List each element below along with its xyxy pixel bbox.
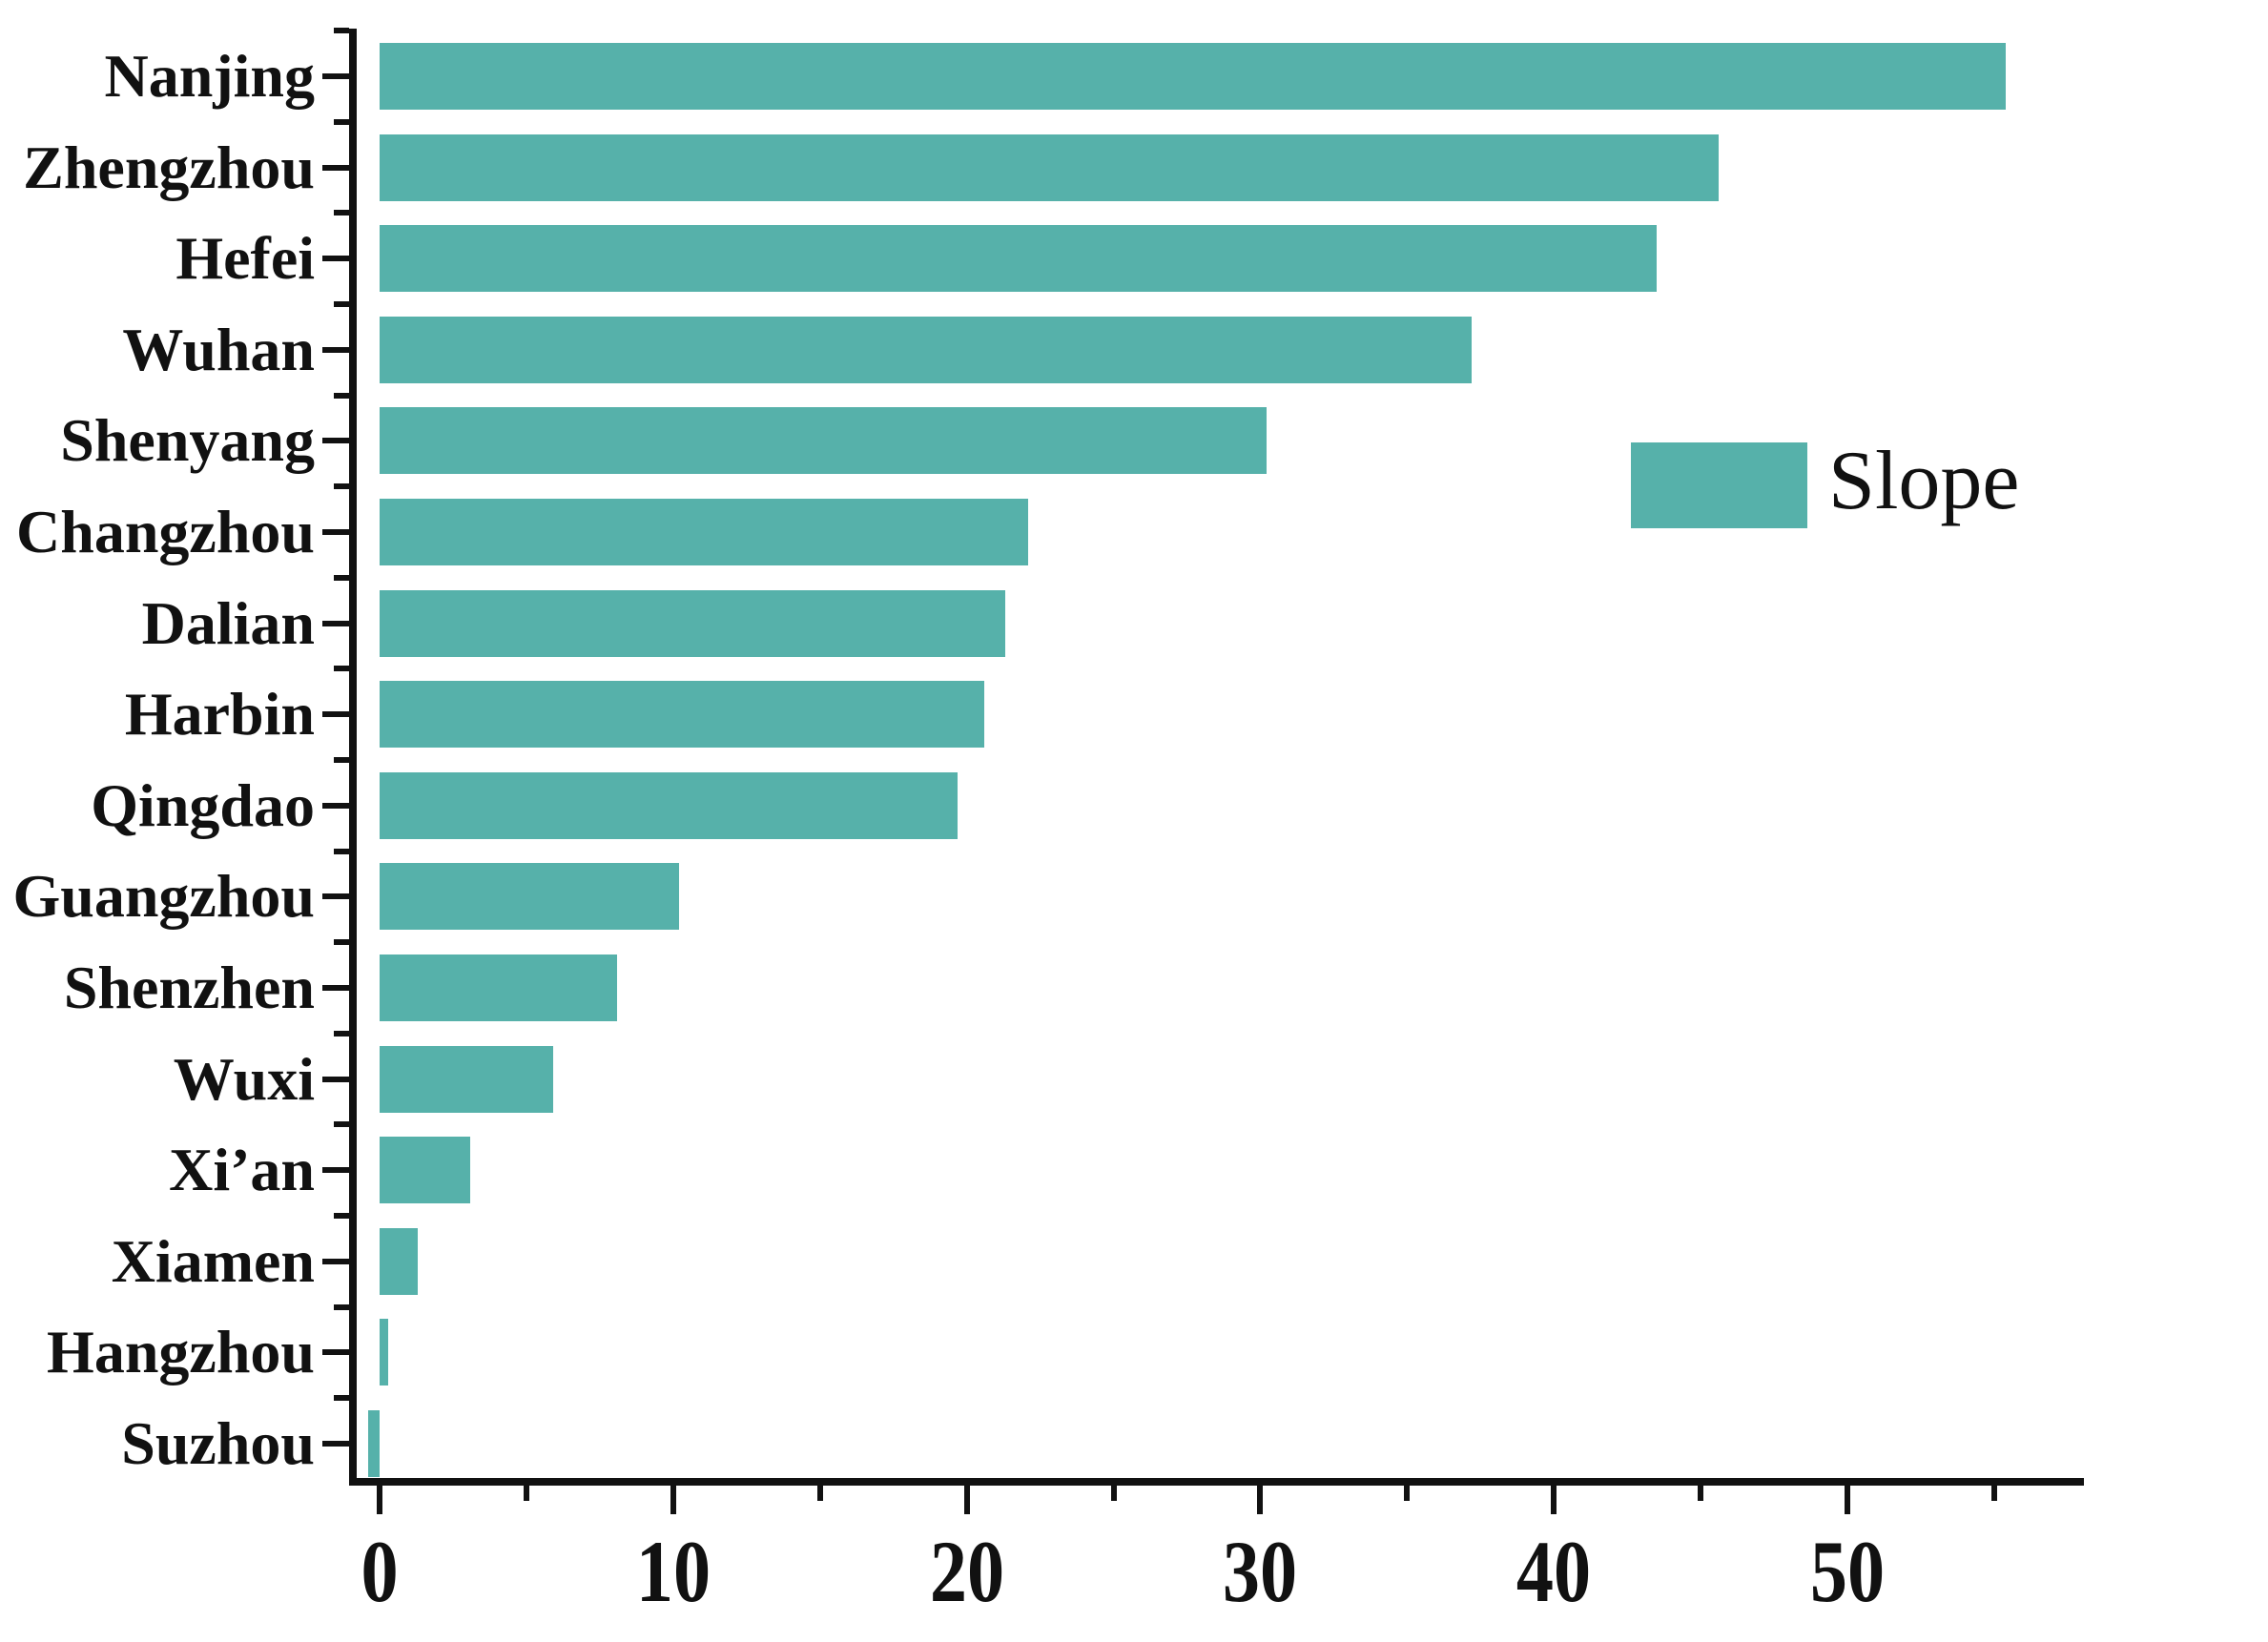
y-major-tick — [322, 1076, 349, 1082]
y-minor-tick — [334, 301, 349, 307]
x-minor-tick — [1990, 1486, 1997, 1501]
x-major-tick — [963, 1486, 970, 1514]
x-axis-tick-label: 40 — [1516, 1523, 1592, 1620]
bar-hefei — [380, 225, 1657, 293]
x-axis-tick-label: 10 — [635, 1523, 711, 1620]
y-major-tick — [322, 1167, 349, 1174]
y-axis-label-shenyang: Shenyang — [60, 406, 315, 475]
y-major-tick — [322, 620, 349, 626]
y-minor-tick — [334, 118, 349, 125]
bar-changzhou — [380, 499, 1029, 565]
x-minor-tick — [1404, 1486, 1411, 1501]
x-major-tick — [1257, 1486, 1264, 1514]
legend-swatch — [1631, 442, 1807, 528]
y-minor-tick — [334, 483, 349, 490]
y-minor-tick — [334, 666, 349, 672]
y-axis-label-zhengzhou: Zhengzhou — [23, 133, 315, 201]
bar-shenzhen — [380, 954, 618, 1021]
y-major-tick — [322, 346, 349, 353]
y-axis-label-qingdao: Qingdao — [91, 770, 315, 839]
y-minor-tick — [334, 392, 349, 399]
y-minor-tick — [334, 1303, 349, 1310]
y-axis-label-changzhou: Changzhou — [16, 498, 315, 565]
y-axis-label-hefei: Hefei — [175, 224, 315, 293]
y-axis-label-guangzhou: Guangzhou — [12, 862, 315, 931]
y-axis-label-wuxi: Wuxi — [173, 1044, 315, 1113]
x-major-tick — [377, 1486, 382, 1514]
y-major-tick — [322, 1349, 349, 1356]
y-major-tick — [322, 1441, 349, 1447]
bar-suzhou — [367, 1410, 380, 1477]
y-axis-label-suzhou: Suzhou — [121, 1409, 315, 1477]
bar-xiamen — [380, 1227, 418, 1295]
y-axis-label-xiamen: Xiamen — [111, 1226, 315, 1295]
bar-zhengzhou — [380, 133, 1719, 201]
y-major-tick — [322, 529, 349, 535]
bar-xi-an — [380, 1137, 471, 1204]
x-axis-tick-label: 50 — [1809, 1523, 1886, 1620]
y-axis-label-dalian: Dalian — [141, 588, 315, 657]
y-minor-tick — [334, 574, 349, 581]
y-axis-label-nanjing: Nanjing — [104, 42, 316, 110]
x-major-tick — [1551, 1486, 1557, 1514]
x-minor-tick — [1698, 1486, 1704, 1501]
y-minor-tick — [334, 1030, 349, 1037]
x-major-tick — [670, 1486, 676, 1514]
y-minor-tick — [334, 1395, 349, 1402]
x-minor-tick — [816, 1486, 823, 1501]
bar-wuxi — [380, 1045, 553, 1113]
bar-qingdao — [380, 771, 959, 839]
y-major-tick — [322, 893, 349, 900]
x-axis-tick-label: 20 — [929, 1523, 1004, 1620]
y-axis-label-hangzhou: Hangzhou — [47, 1318, 315, 1386]
legend: Slope — [1631, 431, 2019, 532]
y-axis-label-harbin: Harbin — [124, 680, 315, 749]
x-axis-tick-label: 0 — [361, 1523, 399, 1620]
x-axis-tick-label: 30 — [1223, 1523, 1298, 1620]
y-axis-label-wuhan: Wuhan — [122, 315, 315, 383]
y-minor-tick — [334, 1213, 349, 1219]
x-major-tick — [1845, 1486, 1850, 1514]
y-minor-tick — [334, 848, 349, 854]
y-minor-tick — [334, 28, 349, 34]
y-axis-line — [349, 29, 357, 1486]
y-major-tick — [322, 164, 349, 171]
y-major-tick — [322, 711, 349, 718]
bar-harbin — [380, 681, 985, 749]
y-major-tick — [322, 1258, 349, 1264]
x-axis-line — [349, 1478, 2084, 1486]
bar-guangzhou — [380, 863, 679, 931]
bar-nanjing — [380, 43, 2007, 110]
y-major-tick — [322, 985, 349, 991]
y-minor-tick — [334, 210, 349, 216]
legend-label: Slope — [1828, 435, 2020, 527]
bar-wuhan — [380, 316, 1473, 383]
x-minor-tick — [1110, 1486, 1117, 1501]
bar-hangzhou — [380, 1319, 389, 1386]
y-minor-tick — [334, 1121, 349, 1128]
y-minor-tick — [334, 757, 349, 763]
bar-dalian — [380, 589, 1005, 657]
y-axis-label-xi-an: Xi’an — [169, 1136, 315, 1204]
y-major-tick — [322, 256, 349, 262]
y-axis-label-shenzhen: Shenzhen — [63, 954, 315, 1021]
x-minor-tick — [523, 1486, 529, 1501]
y-major-tick — [322, 438, 349, 444]
y-major-tick — [322, 73, 349, 79]
bar-shenyang — [380, 407, 1267, 475]
y-minor-tick — [334, 939, 349, 946]
y-major-tick — [322, 802, 349, 809]
